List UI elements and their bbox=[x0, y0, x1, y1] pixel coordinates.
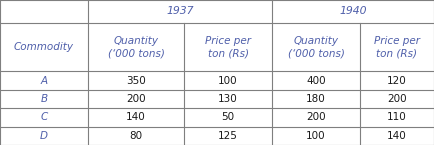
Text: 200: 200 bbox=[126, 94, 146, 104]
Text: 120: 120 bbox=[387, 76, 407, 86]
Text: D: D bbox=[40, 131, 48, 141]
Text: Commodity: Commodity bbox=[14, 42, 74, 52]
Text: Price per
ton (Rs): Price per ton (Rs) bbox=[374, 36, 420, 58]
Text: Quantity
(‘000 tons): Quantity (‘000 tons) bbox=[108, 36, 164, 58]
Text: 140: 140 bbox=[387, 131, 407, 141]
Text: Price per
ton (Rs): Price per ton (Rs) bbox=[205, 36, 251, 58]
Text: C: C bbox=[40, 113, 48, 123]
Text: 110: 110 bbox=[387, 113, 407, 123]
Text: 100: 100 bbox=[306, 131, 326, 141]
Text: 125: 125 bbox=[218, 131, 238, 141]
Text: 200: 200 bbox=[387, 94, 407, 104]
Text: B: B bbox=[40, 94, 48, 104]
Text: 200: 200 bbox=[306, 113, 326, 123]
Text: 400: 400 bbox=[306, 76, 326, 86]
Text: Quantity
(‘000 tons): Quantity (‘000 tons) bbox=[288, 36, 345, 58]
Text: 350: 350 bbox=[126, 76, 146, 86]
Text: 50: 50 bbox=[221, 113, 234, 123]
Text: 140: 140 bbox=[126, 113, 146, 123]
Text: 1940: 1940 bbox=[339, 7, 367, 17]
Text: 100: 100 bbox=[218, 76, 238, 86]
Text: 180: 180 bbox=[306, 94, 326, 104]
Text: 1937: 1937 bbox=[166, 7, 194, 17]
Text: A: A bbox=[40, 76, 48, 86]
Text: 80: 80 bbox=[129, 131, 142, 141]
Text: 130: 130 bbox=[218, 94, 238, 104]
